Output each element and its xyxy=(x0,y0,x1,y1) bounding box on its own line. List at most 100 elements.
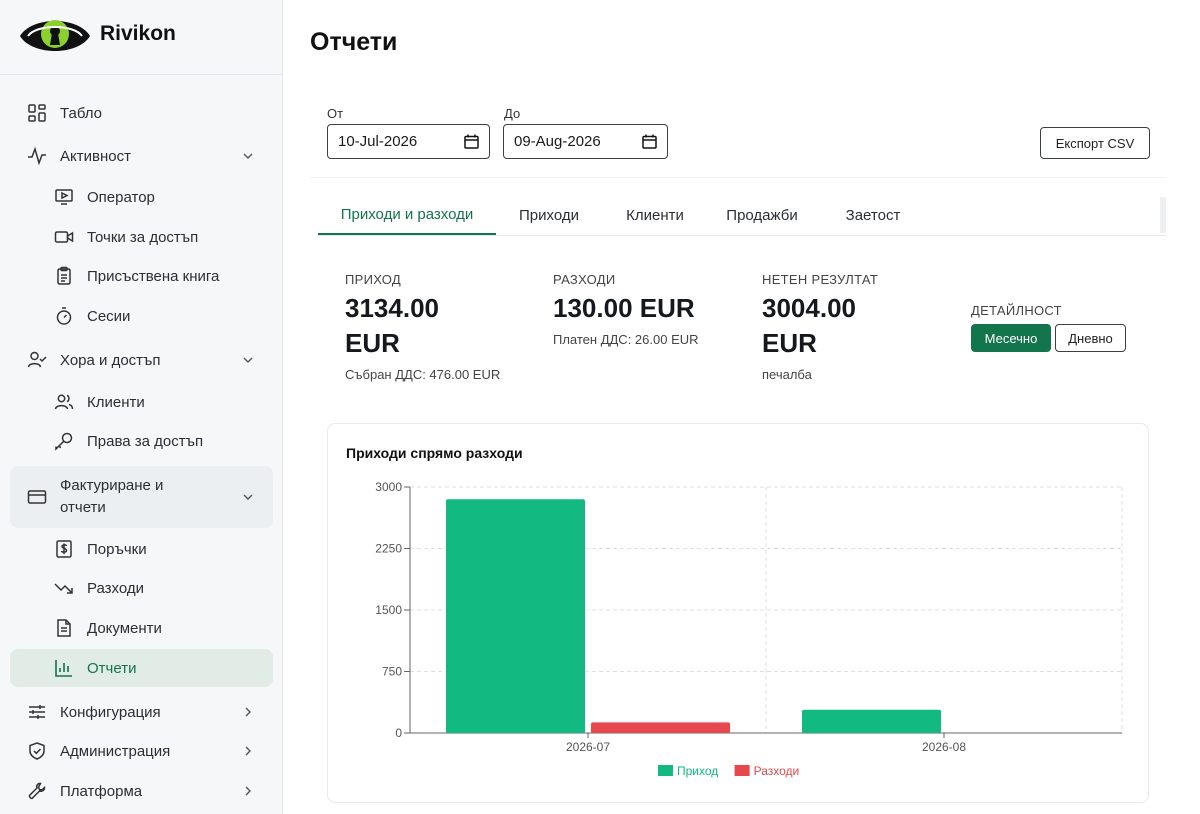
sidebar-item-billing-reports[interactable]: Фактуриране и отчети xyxy=(10,466,273,528)
trending-down-icon xyxy=(53,577,75,599)
brand: Rivikon xyxy=(0,0,283,75)
sidebar-item-sessions[interactable]: Сесии xyxy=(10,297,273,335)
bar-Приход-2026-07 xyxy=(446,499,585,733)
sidebar-item-clients[interactable]: Клиенти xyxy=(10,383,273,421)
sidebar-item-dashboard[interactable]: Табло xyxy=(10,94,273,132)
chart-title: Приходи спрямо разходи xyxy=(346,445,523,461)
net-value: 3004.00 EUR xyxy=(762,291,952,361)
bar-Приход-2026-08 xyxy=(802,709,941,733)
calendar-icon xyxy=(642,134,657,149)
dashboard-icon xyxy=(26,102,48,124)
chevron-down-icon xyxy=(241,490,255,504)
sidebar-item-operator[interactable]: Оператор xyxy=(10,178,273,216)
calendar-icon xyxy=(464,134,479,149)
sidebar-item-label: Поръчки xyxy=(87,540,147,558)
from-date-label: От xyxy=(327,106,344,121)
granularity-daily-button[interactable]: Дневно xyxy=(1055,324,1126,352)
timer-icon xyxy=(53,305,75,327)
sidebar-item-label: Активност xyxy=(60,147,131,165)
y-tick-label: 0 xyxy=(395,726,402,740)
sidebar-item-access-rights[interactable]: Права за достъп xyxy=(10,422,273,460)
tab-occupancy[interactable]: Заетост xyxy=(845,206,901,224)
income-value: 3134.00 EUR xyxy=(345,291,535,361)
report-tabs: Приходи и разходи Приходи Клиенти Продаж… xyxy=(318,195,1166,236)
sidebar-item-expenses[interactable]: Разходи xyxy=(10,569,273,607)
sidebar-item-label: Табло xyxy=(60,104,103,122)
sidebar-item-label: Администрация xyxy=(60,742,171,760)
sidebar-item-label: Сесии xyxy=(87,307,131,325)
dollar-receipt-icon xyxy=(53,538,75,560)
income-vat: Събран ДДС: 476.00 EUR xyxy=(345,367,501,382)
sidebar-item-configuration[interactable]: Конфигурация xyxy=(10,693,273,731)
to-date-value: 09-Aug-2026 xyxy=(514,133,601,150)
granularity-caption: ДЕТАЙЛНОСТ xyxy=(971,303,1062,318)
expenses-stat: РАЗХОДИ 130.00 EUR Платен ДДС: 26.00 EUR xyxy=(553,272,753,347)
sidebar-item-documents[interactable]: Документи xyxy=(10,609,273,647)
from-date-value: 10-Jul-2026 xyxy=(338,133,418,150)
sidebar-item-label: Присъствена книга xyxy=(87,267,220,285)
bar-Разходи-2026-07 xyxy=(591,722,730,733)
sidebar-item-label: Хора и достъп xyxy=(60,351,161,369)
income-vs-expenses-chart: Приходи спрямо разходи 0 750 1500 2250 3000 2… xyxy=(327,423,1149,803)
tab-income-expenses[interactable]: Приходи и разходи xyxy=(318,195,496,235)
net-note: печалба xyxy=(762,367,812,382)
export-csv-button[interactable]: Експорт CSV xyxy=(1040,127,1150,159)
income-caption: ПРИХОД xyxy=(345,272,402,287)
monitor-icon xyxy=(53,186,75,208)
sidebar-item-access-points[interactable]: Точки за достъп xyxy=(10,218,273,256)
net-caption: НЕТЕН РЕЗУЛТАТ xyxy=(762,272,879,287)
legend-swatch xyxy=(658,765,673,776)
x-tick-label: 2026-08 xyxy=(922,740,966,754)
sidebar-item-label: Документи xyxy=(87,619,162,637)
brand-name: Rivikon xyxy=(100,22,176,45)
tab-sales[interactable]: Продажби xyxy=(726,206,798,224)
sidebar-item-label: Права за достъп xyxy=(87,432,204,450)
income-currency: EUR xyxy=(345,328,400,358)
sidebar: Rivikon Табло Активност Оператор Точки з… xyxy=(0,0,283,814)
legend-label: Разходи xyxy=(754,764,800,778)
sidebar-item-label: Разходи xyxy=(87,579,145,597)
sidebar-item-label: Отчети xyxy=(87,659,137,677)
income-stat: ПРИХОД 3134.00 EUR Събран ДДС: 476.00 EU… xyxy=(345,272,535,382)
chevron-down-icon xyxy=(241,149,255,163)
sliders-icon xyxy=(26,701,48,723)
activity-icon xyxy=(26,145,48,167)
x-tick-label: 2026-07 xyxy=(566,740,610,754)
sidebar-item-administration[interactable]: Администрация xyxy=(10,732,273,770)
to-date-input[interactable]: 09-Aug-2026 xyxy=(503,124,668,159)
tabs-scrollbar[interactable] xyxy=(1160,197,1166,233)
document-icon xyxy=(53,617,75,639)
tab-clients[interactable]: Клиенти xyxy=(626,206,684,224)
net-currency: EUR xyxy=(762,328,817,358)
income-amount: 3134.00 xyxy=(345,293,439,323)
sidebar-item-label: Фактуриране и отчети xyxy=(60,477,164,516)
granularity-monthly-button[interactable]: Месечно xyxy=(971,324,1051,352)
chart-canvas: 0 750 1500 2250 3000 2026-07 2026-08 Приход Разх… xyxy=(375,480,1123,778)
legend-swatch xyxy=(734,765,750,776)
sidebar-item-people-access[interactable]: Хора и достъп xyxy=(10,341,273,379)
net-result-stat: НЕТЕН РЕЗУЛТАТ 3004.00 EUR печалба xyxy=(762,272,952,382)
credit-card-icon xyxy=(26,486,48,508)
sidebar-item-platform[interactable]: Платформа xyxy=(10,772,273,810)
y-tick-label: 2250 xyxy=(375,542,402,556)
sidebar-item-attendance-book[interactable]: Присъствена книга xyxy=(10,257,273,295)
user-check-icon xyxy=(26,349,48,371)
y-tick-label: 3000 xyxy=(375,480,402,494)
clipboard-icon xyxy=(53,265,75,287)
sidebar-item-orders[interactable]: Поръчки xyxy=(10,530,273,568)
chevron-right-icon xyxy=(241,744,255,758)
camera-icon xyxy=(53,226,75,248)
tab-income[interactable]: Приходи xyxy=(519,206,579,224)
bar-chart-icon xyxy=(53,657,75,679)
from-date-input[interactable]: 10-Jul-2026 xyxy=(327,124,490,159)
sidebar-item-reports[interactable]: Отчети xyxy=(10,649,273,687)
expenses-caption: РАЗХОДИ xyxy=(553,272,616,287)
sidebar-item-label: Платформа xyxy=(60,782,143,800)
expenses-vat: Платен ДДС: 26.00 EUR xyxy=(553,332,699,347)
sidebar-item-activity[interactable]: Активност xyxy=(10,137,273,175)
chevron-right-icon xyxy=(241,705,255,719)
y-tick-label: 750 xyxy=(382,665,402,679)
chevron-right-icon xyxy=(241,784,255,798)
sidebar-item-label: Точки за достъп xyxy=(87,228,199,246)
page-title: Отчети xyxy=(310,28,398,56)
